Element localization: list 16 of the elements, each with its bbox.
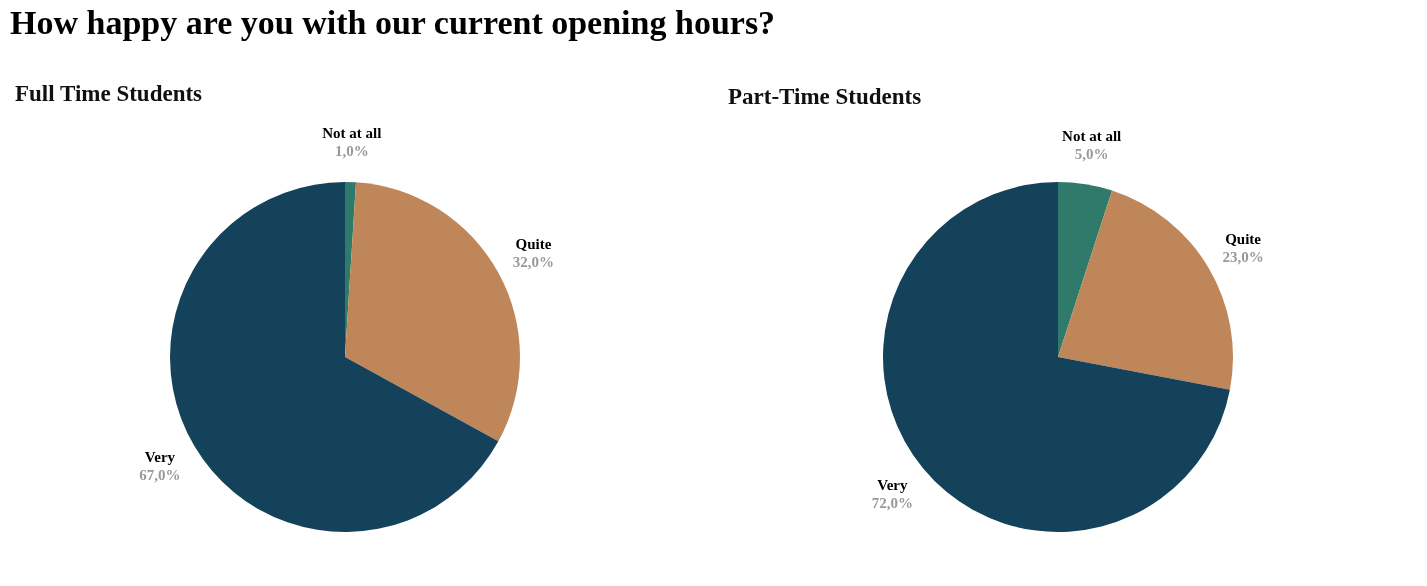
data-label: 1,0% [334,143,369,160]
data-label: 32,0% [512,254,555,271]
data-label: 67,0% [139,467,181,484]
chart-title: Part-Time Students [728,83,922,109]
data-label: 23,0% [1222,248,1264,265]
data-label: 5,0% [1074,145,1109,162]
slice-label: Very [877,477,908,494]
chart-title: How happy are you with our current opening hours? [9,3,777,42]
slice-label: Not at all [1062,127,1122,144]
slice-label: Quite [515,236,552,253]
slice-label: Not at all [322,125,382,142]
slice-label: Quite [1225,230,1262,247]
pie-slice [1058,182,1113,357]
slice-label: Very [144,449,176,466]
chart-subtitle: Full Time Students [15,81,203,107]
data-label: 72,0% [871,495,913,512]
